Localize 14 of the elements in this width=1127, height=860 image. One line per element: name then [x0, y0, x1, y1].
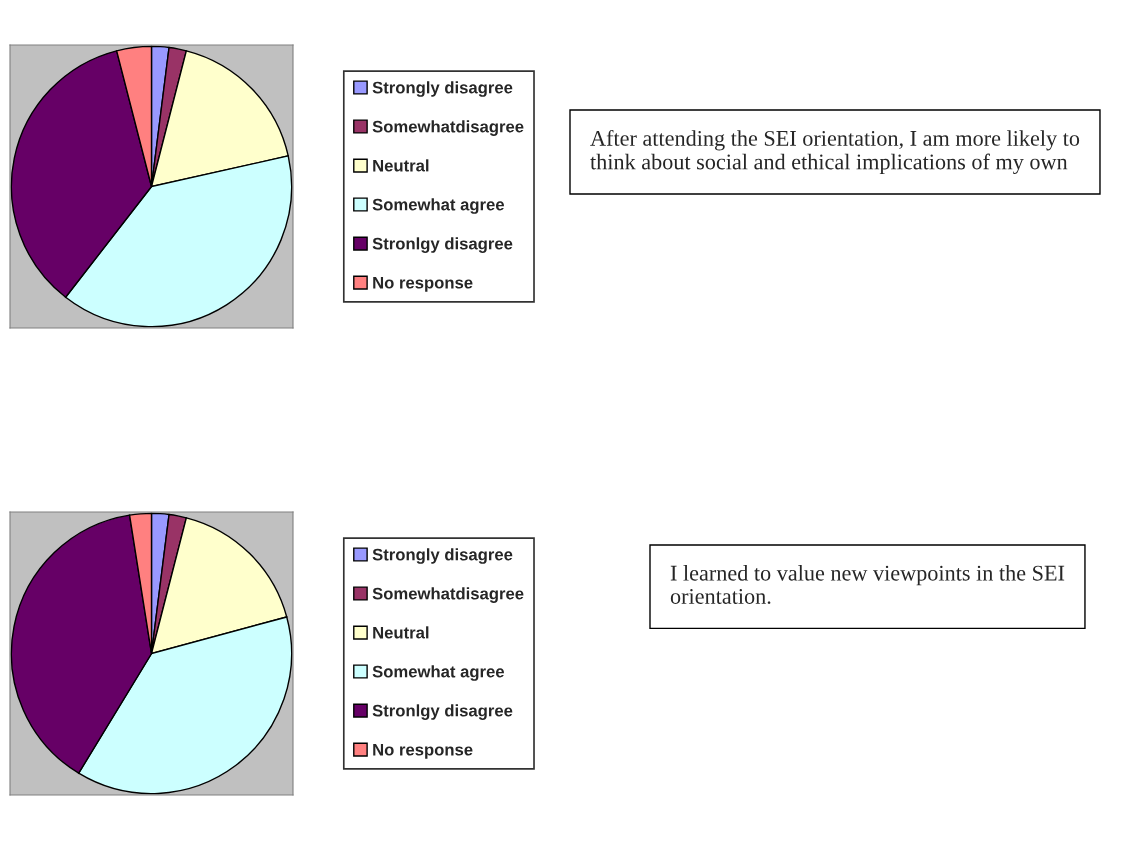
legend-label: Stronlgy disagree	[372, 704, 513, 720]
legend-label: Neutral	[373, 159, 429, 172]
legend-label: No response	[373, 743, 473, 759]
text: After attending the SEI orientation, I am more likely to think about social and ethical implications of my own	[590, 130, 1080, 175]
legend-label: Somewhatdisagree	[372, 120, 524, 136]
legend-label: Somewhat agree	[372, 665, 504, 681]
legend-label: No response	[373, 276, 473, 292]
legend-label: Somewhat agree	[372, 198, 504, 214]
text: I learned to value new viewpoints in the SEI orientation.	[670, 565, 1065, 604]
legend-label: Strongly disagree	[372, 548, 513, 564]
legend-label: Strongly disagree	[372, 81, 513, 97]
legend-label: Neutral	[373, 626, 429, 639]
legend-label: Somewhatdisagree	[372, 587, 524, 603]
legend-label: Stronlgy disagree	[372, 237, 513, 253]
